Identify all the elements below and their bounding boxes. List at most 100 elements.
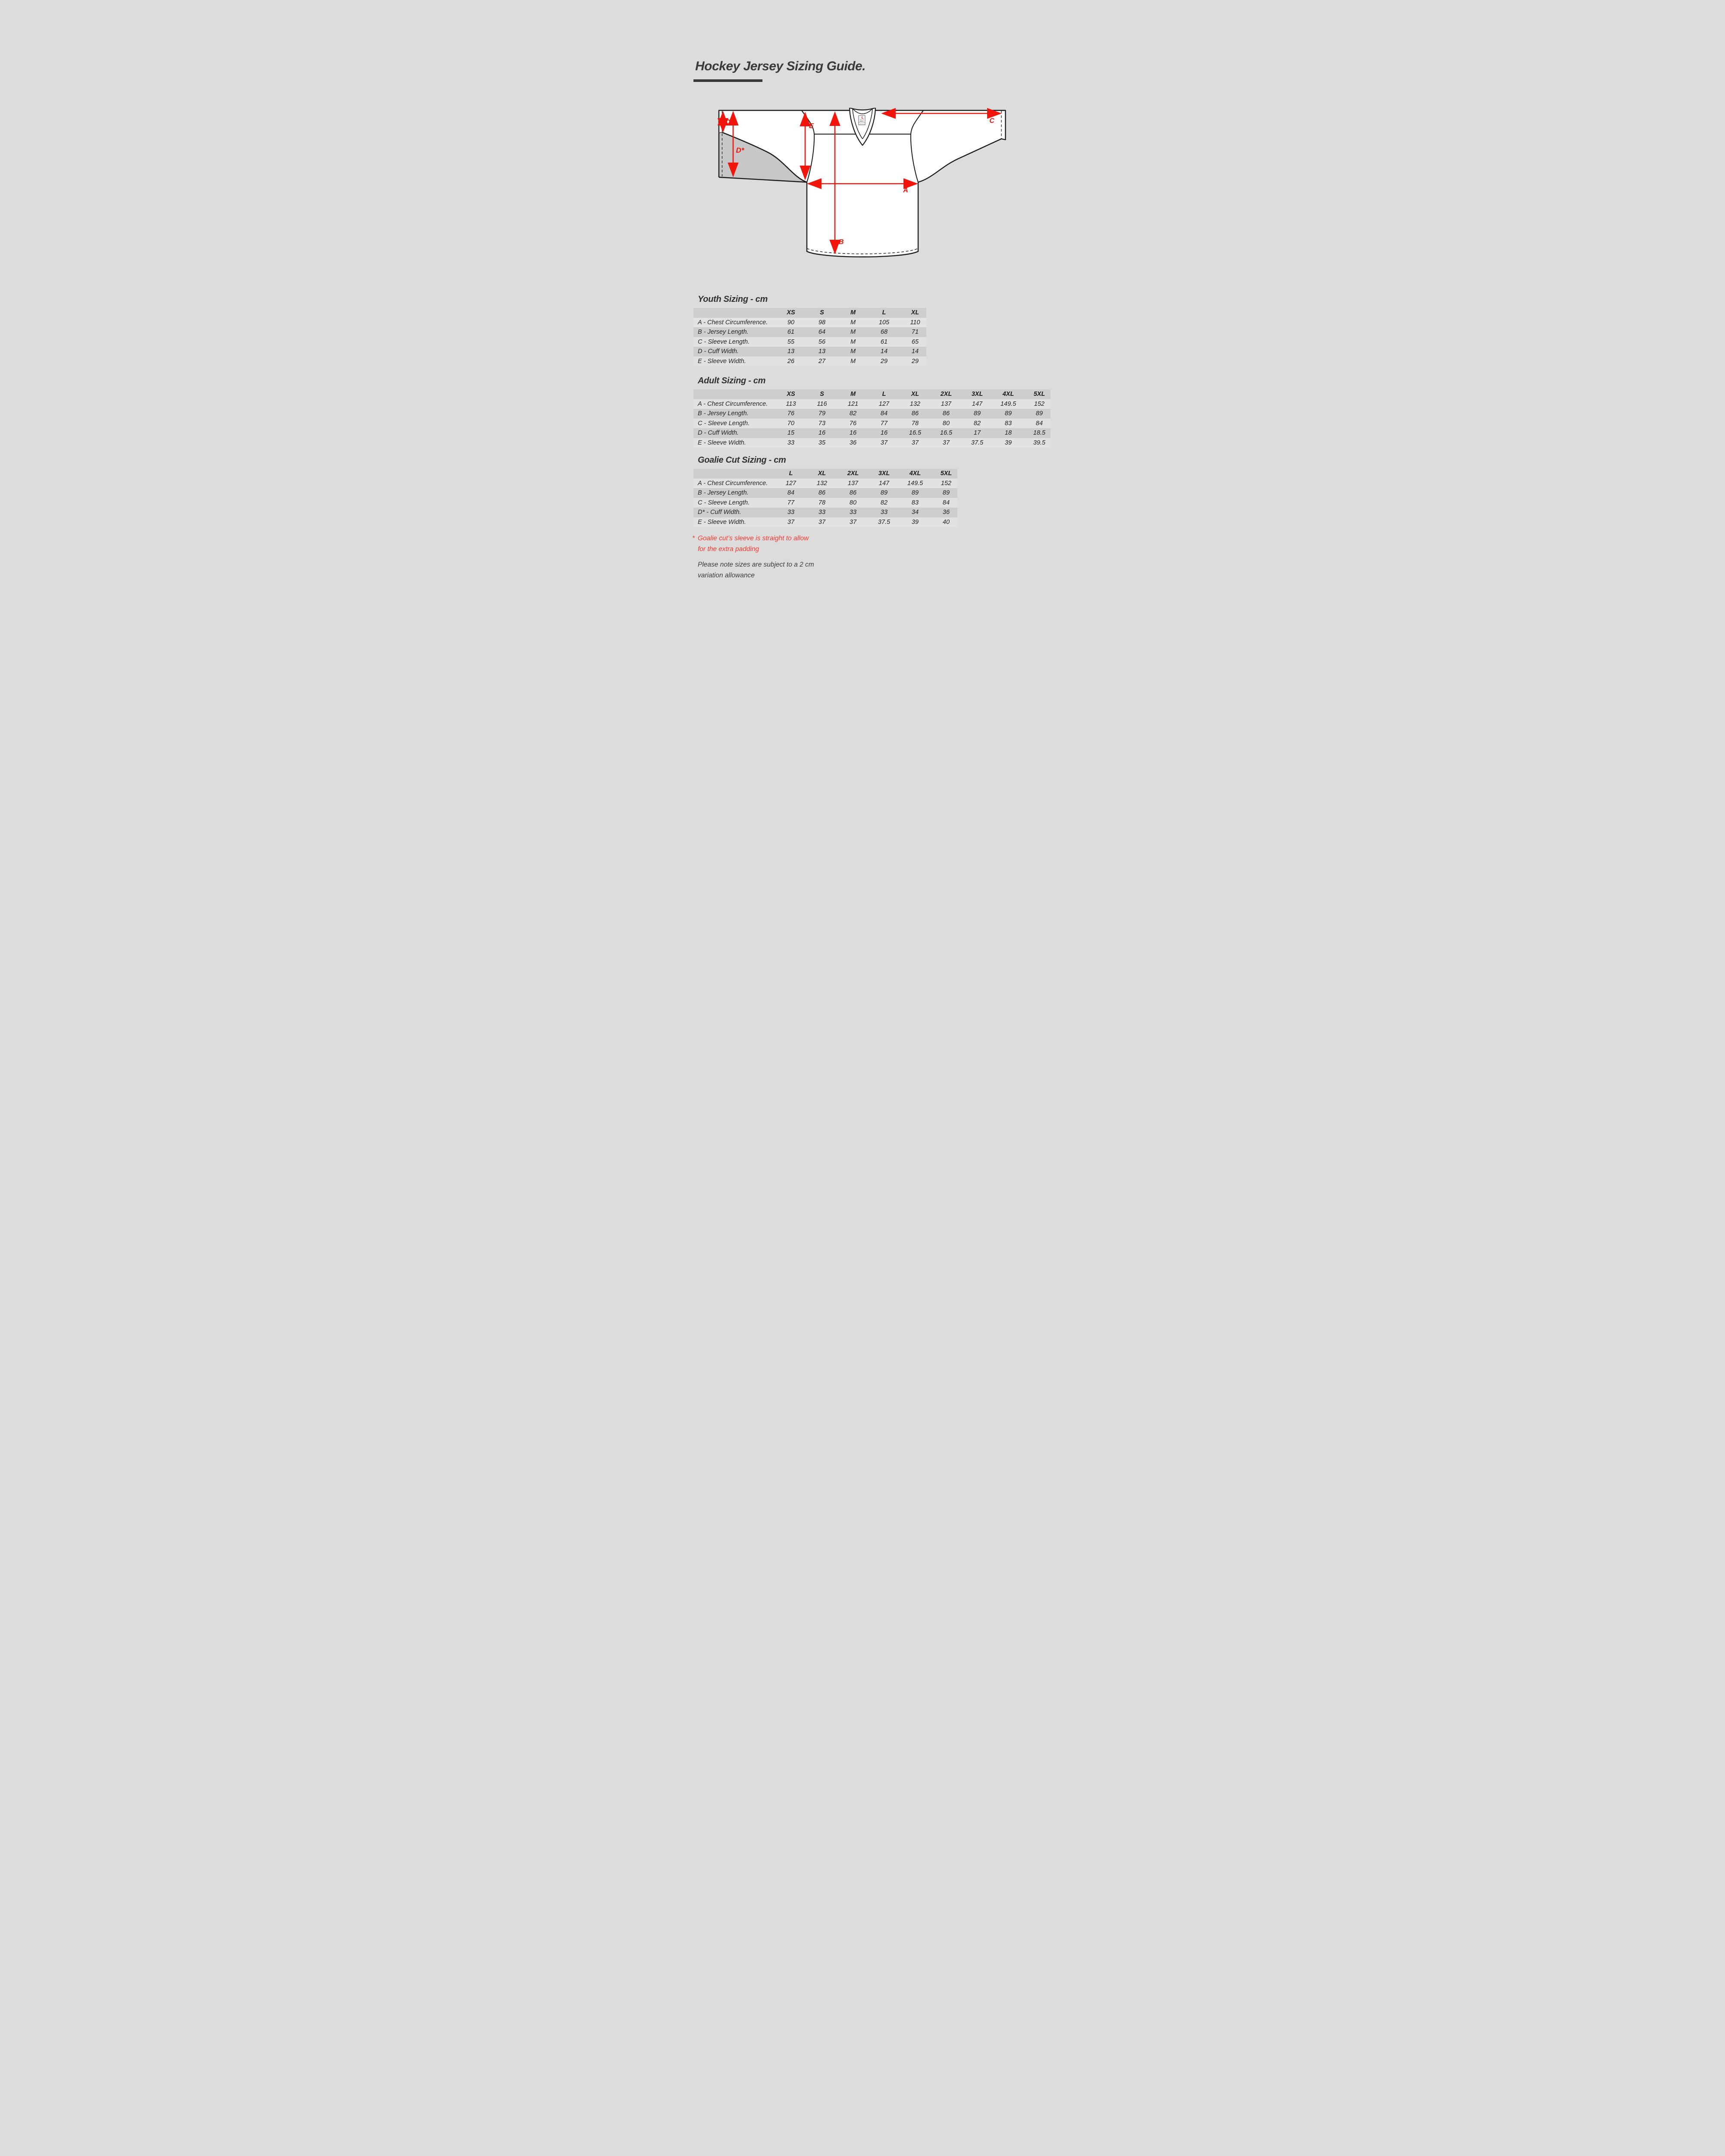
tag-material: 100% POLYESTER <box>859 122 866 123</box>
spec-value-cell: 39 <box>1004 439 1012 446</box>
care-label: SILA ADULT L 100% POLYESTER Made in Chin… <box>858 115 866 125</box>
collar-inner-v-right <box>862 108 873 139</box>
size-column-header: L <box>882 309 886 317</box>
size-column-header: 4XL <box>909 470 921 477</box>
spec-value-cell: 82 <box>849 410 857 417</box>
tag-origin: Made in China <box>859 124 864 125</box>
spec-value-cell: 83 <box>911 499 919 506</box>
spec-value-cell: 80 <box>849 499 857 506</box>
spec-value-cell: 37.5 <box>878 518 891 526</box>
spec-label-cell: C - Sleeve Length. <box>698 420 750 427</box>
size-column-header: XL <box>818 470 826 477</box>
page-title: Hockey Jersey Sizing Guide. <box>695 59 866 73</box>
spec-value-cell: 61 <box>880 338 888 345</box>
spec-label-cell: C - Sleeve Length. <box>698 338 750 345</box>
spec-value-cell: 37 <box>911 439 919 446</box>
size-column-header: M <box>850 309 856 317</box>
variation-note: Please note sizes are subject to a 2 cm … <box>698 559 814 581</box>
spec-value-cell: 56 <box>818 338 826 345</box>
spec-value-cell: 17 <box>973 429 981 437</box>
table-row: D* - Cuff Width. 33 33 33 33 34 36 <box>693 508 957 517</box>
spec-value-cell: 127 <box>785 479 797 487</box>
spec-value-cell: 110 <box>910 319 920 326</box>
tag-brand: SILA <box>859 119 864 121</box>
spec-value-cell: 137 <box>941 400 952 407</box>
hem-dashed-line <box>806 248 919 254</box>
spec-value-cell: 71 <box>911 329 919 336</box>
tag-size: ADULT L <box>860 121 864 122</box>
spec-value-cell: 29 <box>911 357 919 365</box>
spec-value-cell: 105 <box>878 319 890 326</box>
table-row: C - Sleeve Length. 70 73 76 77 78 80 82 83 84 <box>693 418 1051 428</box>
brand-logo-icon <box>861 116 864 119</box>
size-column-header: S <box>820 309 824 317</box>
goalie-cut-area <box>719 132 807 182</box>
spec-label-cell: D - Cuff Width. <box>698 348 739 355</box>
youth-sizing-title: Youth Sizing - cm <box>698 295 768 304</box>
spec-label-cell: B - Jersey Length. <box>698 489 749 497</box>
spec-value-cell: M <box>850 319 856 326</box>
size-column-header: L <box>789 470 793 477</box>
spec-value-cell: 86 <box>849 489 857 497</box>
spec-value-cell: M <box>850 338 856 345</box>
table-row: A - Chest Circumference. 113 116 121 127 132 1… <box>693 399 1051 409</box>
spec-value-cell: 73 <box>818 420 826 427</box>
size-column-header: XL <box>911 309 919 317</box>
spec-value-cell: 90 <box>787 319 795 326</box>
size-column-header: 5XL <box>1033 391 1045 398</box>
spec-value-cell: 13 <box>818 348 826 355</box>
spec-value-cell: 132 <box>816 479 828 487</box>
spec-label-cell: E - Sleeve Width. <box>698 439 746 446</box>
spec-value-cell: 33 <box>880 509 888 516</box>
spec-value-cell: 39 <box>911 518 919 526</box>
sizing-guide-page: Hockey Jersey Sizing Guide. <box>647 0 1078 620</box>
goalie-sizing-title: Goalie Cut Sizing - cm <box>698 455 786 465</box>
spec-value-cell: 77 <box>787 499 795 506</box>
goalie-sizing-table: L XL 2XL 3XL 4XL 5XL A - Chest Circumference. 1… <box>693 469 957 527</box>
spec-label-cell: D* - Cuff Width. <box>698 509 741 516</box>
spec-value-cell: 37 <box>818 518 826 526</box>
title-underline <box>693 79 762 82</box>
spec-value-cell: 83 <box>1004 420 1012 427</box>
table-row: A - Chest Circumference. 127 132 137 147 149.… <box>693 478 957 488</box>
spec-label-cell: A - Chest Circumference. <box>698 319 768 326</box>
note-line: for the extra padding <box>698 545 759 553</box>
spec-value-cell: 132 <box>910 400 921 407</box>
spec-value-cell: 121 <box>847 400 859 407</box>
size-column-header: XS <box>787 309 795 317</box>
spec-value-cell: 82 <box>973 420 981 427</box>
spec-value-cell: 84 <box>787 489 795 497</box>
size-column-header: XL <box>911 391 919 398</box>
measure-label-d-star: D* <box>736 146 745 154</box>
spec-value-cell: 84 <box>880 410 888 417</box>
spec-value-cell: 16.5 <box>909 429 922 437</box>
spec-value-cell: 16.5 <box>940 429 953 437</box>
spec-value-cell: 152 <box>1034 400 1045 407</box>
size-column-header: M <box>850 391 856 398</box>
spec-value-cell: 36 <box>942 509 950 516</box>
measure-label-e: E <box>809 122 814 130</box>
spec-value-cell: 84 <box>942 499 950 506</box>
spec-value-cell: 55 <box>787 338 795 345</box>
spec-value-cell: 147 <box>878 479 890 487</box>
size-column-header: S <box>820 391 824 398</box>
header-row: L XL 2XL 3XL 4XL 5XL <box>693 469 957 479</box>
table-row: E - Sleeve Width. 26 27 M 29 29 <box>693 356 926 366</box>
spec-value-cell: 16 <box>849 429 857 437</box>
jersey-diagram: SILA ADULT L 100% POLYESTER Made in Chin… <box>712 108 1013 265</box>
spec-value-cell: 86 <box>818 489 826 497</box>
spec-value-cell: 76 <box>787 410 795 417</box>
spec-value-cell: 33 <box>787 439 795 446</box>
measure-label-a: A <box>903 187 908 194</box>
spec-value-cell: 14 <box>911 348 919 355</box>
spec-value-cell: 89 <box>880 489 888 497</box>
header-row: XS S M L XL <box>693 308 926 318</box>
collar-inner-v-left <box>852 108 863 139</box>
size-column-header: L <box>882 391 886 398</box>
spec-value-cell: 18.5 <box>1033 429 1046 437</box>
spec-value-cell: 26 <box>787 357 795 365</box>
spec-value-cell: 80 <box>942 420 950 427</box>
spec-value-cell: 14 <box>880 348 888 355</box>
size-column-header: 2XL <box>940 391 952 398</box>
spec-value-cell: 29 <box>880 357 888 365</box>
